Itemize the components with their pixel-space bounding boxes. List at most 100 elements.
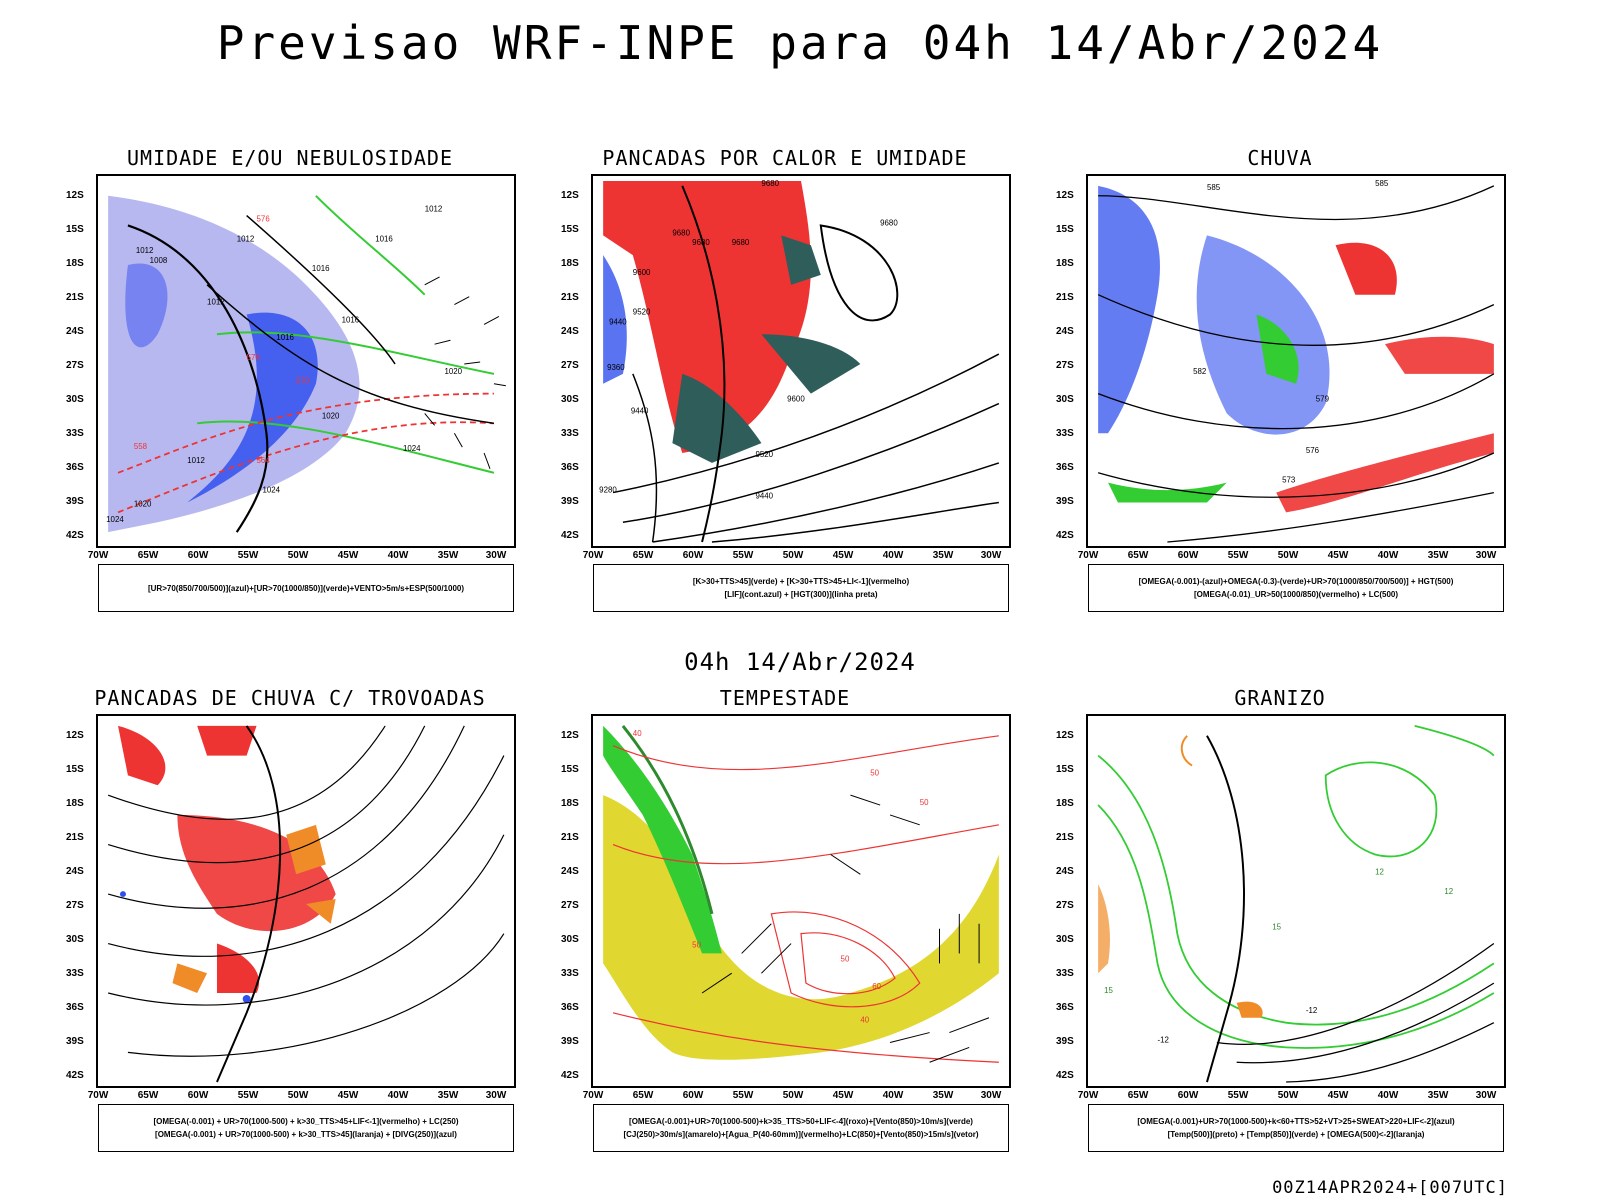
isobar-label: 1016 bbox=[375, 234, 393, 243]
country-border bbox=[819, 224, 899, 322]
temp-label: 15 bbox=[1272, 923, 1281, 932]
streamline bbox=[107, 725, 465, 909]
temp-label: -12 bbox=[1306, 1006, 1317, 1015]
thickness-label: 564 bbox=[257, 456, 271, 465]
humidity-area-light bbox=[108, 195, 360, 533]
lon-tick: 40W bbox=[387, 550, 409, 561]
lat-tick: 21S bbox=[1056, 832, 1074, 843]
wind-green-band bbox=[603, 725, 722, 954]
lon-tick: 55W bbox=[732, 1090, 754, 1101]
trovoadas-map bbox=[107, 725, 505, 1083]
wind-green-band bbox=[621, 724, 714, 915]
lon-tick: 40W bbox=[882, 550, 904, 561]
lat-tick: 24S bbox=[561, 866, 579, 877]
lon-tick: 60W bbox=[682, 1090, 704, 1101]
temp850-contour bbox=[1324, 761, 1438, 858]
lat-tick: 33S bbox=[1056, 968, 1074, 979]
isobar-label: 1020 bbox=[322, 411, 340, 420]
height-contour bbox=[652, 462, 1000, 543]
lon-tick: 50W bbox=[782, 550, 804, 561]
storm-orange-area bbox=[306, 899, 336, 924]
lat-tick: 33S bbox=[66, 968, 84, 979]
lon-tick: 50W bbox=[287, 1090, 309, 1101]
jet-yellow-area bbox=[603, 795, 999, 1060]
legend-line: [OMEGA(-0.001) + UR>70(1000-500) + k>30_… bbox=[153, 1117, 459, 1126]
lon-tick: 35W bbox=[1427, 550, 1449, 561]
water-label: 40 bbox=[633, 729, 642, 738]
lat-tick: 36S bbox=[66, 462, 84, 473]
red-contour bbox=[800, 932, 896, 995]
lat-tick: 18S bbox=[66, 258, 84, 269]
lat-tick: 18S bbox=[1056, 798, 1074, 809]
streamline bbox=[107, 755, 505, 957]
lat-tick: 27S bbox=[561, 360, 579, 371]
lat-tick: 33S bbox=[561, 428, 579, 439]
panel-title: PANCADAS DE CHUVA C/ TROVOADAS bbox=[94, 686, 486, 710]
legend-line: [OMEGA(-0.001)-(azul)+OMEGA(-0.3)-(verde… bbox=[1138, 577, 1454, 586]
panel-legend: [UR>70(850/700/500)](azul)+[UR>70(1000/8… bbox=[98, 564, 514, 612]
lat-tick: 24S bbox=[66, 866, 84, 877]
lon-tick: 45W bbox=[1327, 550, 1349, 561]
thickness-label: 558 bbox=[134, 442, 148, 451]
lat-tick: 27S bbox=[1056, 360, 1074, 371]
pancadas-calor-map: 9680 9680 9680 9680 9680 9600 9520 9440 … bbox=[599, 179, 1000, 543]
isobar bbox=[246, 215, 396, 365]
lif-blue-area bbox=[603, 255, 627, 384]
lon-tick: 40W bbox=[882, 1090, 904, 1101]
lon-tick: 45W bbox=[832, 1090, 854, 1101]
legend-line: [UR>70(850/700/500)](azul)+[UR>70(1000/8… bbox=[147, 583, 465, 593]
lat-tick: 12S bbox=[561, 190, 579, 201]
rain-green-area bbox=[1256, 314, 1299, 384]
lat-tick: 15S bbox=[561, 224, 579, 235]
forecast-time-label: 04h 14/Abr/2024 bbox=[684, 648, 916, 676]
panel-legend: [K>30+TTS>45](verde) + [K>30+TTS>45+LI<-… bbox=[593, 564, 1009, 612]
lon-tick: 45W bbox=[337, 550, 359, 561]
panel-legend: [OMEGA(-0.001)-(azul)+OMEGA(-0.3)-(verde… bbox=[1088, 564, 1504, 612]
water-label: 50 bbox=[841, 954, 850, 963]
lon-tick: 60W bbox=[187, 550, 209, 561]
panel-granizo: GRANIZO -12 -12 15 12 15 12 12S 15S 18S … bbox=[1050, 686, 1510, 1166]
streamline bbox=[1098, 185, 1495, 221]
map-frame: 1012 1012 1016 1012 1008 1012 1016 1016 … bbox=[96, 174, 516, 548]
lon-tick: 70W bbox=[1077, 1090, 1099, 1101]
isobar-label: 1024 bbox=[262, 486, 280, 495]
streamline bbox=[107, 834, 505, 1006]
lat-tick: 21S bbox=[1056, 292, 1074, 303]
lat-tick: 18S bbox=[561, 258, 579, 269]
legend-line: [OMEGA(-0.001)+UR>70(1000-500)+k<60+TTS>… bbox=[1137, 1117, 1455, 1126]
lon-tick: 55W bbox=[1227, 1090, 1249, 1101]
lat-tick: 18S bbox=[1056, 258, 1074, 269]
map-frame bbox=[96, 714, 516, 1088]
lon-tick: 35W bbox=[437, 550, 459, 561]
legend-line: [OMEGA(-0.001) + UR>70(1000-500) + k>30_… bbox=[155, 1130, 457, 1139]
lon-tick: 50W bbox=[1277, 1090, 1299, 1101]
height-label: 9440 bbox=[609, 317, 627, 326]
thickness-label: 570 bbox=[296, 377, 310, 386]
lat-tick: 24S bbox=[1056, 326, 1074, 337]
wind-vectors bbox=[424, 276, 506, 470]
lat-tick: 24S bbox=[561, 326, 579, 337]
height-label: 9680 bbox=[692, 238, 710, 247]
isobar-label: 1012 bbox=[425, 205, 443, 214]
country-border bbox=[1206, 735, 1245, 1083]
panel-legend: [OMEGA(-0.001) + UR>70(1000-500) + k>30_… bbox=[98, 1104, 514, 1152]
red-contour bbox=[612, 735, 999, 771]
humidity-area-blue bbox=[187, 312, 318, 503]
panel-pancadas-calor: PANCADAS POR CALOR E UMIDADE 9680 9680 9… bbox=[555, 146, 1015, 626]
lat-tick: 15S bbox=[1056, 764, 1074, 775]
wind-vectors bbox=[701, 794, 990, 1063]
legend-line: [LIF](cont.azul) + [HGT(300)](linha pret… bbox=[724, 590, 878, 599]
lat-tick: 15S bbox=[66, 764, 84, 775]
green-contour bbox=[315, 195, 426, 296]
red-contour bbox=[770, 911, 921, 1008]
lat-tick: 21S bbox=[66, 292, 84, 303]
panel-umidade: UMIDADE E/OU NEBULOSIDADE 1012 1012 1016… bbox=[60, 146, 520, 626]
lon-tick: 40W bbox=[387, 1090, 409, 1101]
water-label: 40 bbox=[860, 1016, 869, 1025]
lon-tick: 60W bbox=[187, 1090, 209, 1101]
lon-tick: 35W bbox=[932, 550, 954, 561]
country-border bbox=[127, 224, 269, 533]
lat-tick: 36S bbox=[561, 462, 579, 473]
lon-tick: 55W bbox=[732, 550, 754, 561]
height-label: 582 bbox=[1193, 367, 1206, 376]
